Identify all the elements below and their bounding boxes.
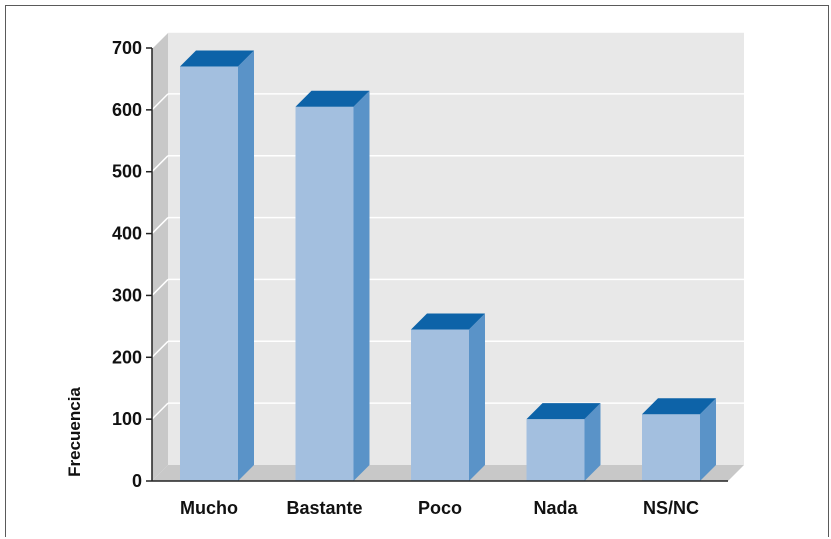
- side-wall: [152, 32, 168, 481]
- y-tick-label: 0: [132, 471, 142, 491]
- gridline-side: [151, 155, 169, 173]
- gridline-side: [151, 340, 169, 358]
- gridline-side: [151, 278, 169, 296]
- y-tick-label: 500: [112, 162, 142, 182]
- gridline-side: [151, 93, 169, 111]
- chart-frame: [5, 5, 829, 537]
- bar-front: [411, 329, 469, 481]
- x-tick-label: Poco: [418, 498, 462, 518]
- bar-top: [526, 403, 601, 420]
- bar-side: [584, 403, 601, 481]
- gridline-side: [151, 31, 169, 49]
- bar-nada: [526, 403, 601, 481]
- y-tick-label: 600: [112, 100, 142, 120]
- y-tick-label: 300: [112, 285, 142, 305]
- bar-side: [238, 50, 254, 482]
- bar-ns-nc: [642, 398, 716, 481]
- bar-side: [469, 313, 485, 481]
- y-axis-label: Frecuencia: [65, 387, 84, 477]
- bar-side: [353, 90, 370, 481]
- bar-front: [180, 66, 238, 482]
- bar-top: [295, 90, 370, 107]
- bar-side: [700, 398, 716, 481]
- bar-top: [180, 50, 254, 67]
- y-tick-label: 700: [112, 38, 142, 58]
- gridline-side: [151, 217, 169, 235]
- bar-front: [295, 106, 354, 481]
- bar-poco: [411, 313, 485, 481]
- x-tick-label: Mucho: [180, 498, 238, 518]
- x-tick-label: NS/NC: [643, 498, 699, 518]
- bar-front: [526, 419, 585, 481]
- gridline-side: [151, 402, 169, 420]
- bar-top: [411, 313, 485, 330]
- bar-front: [642, 414, 700, 481]
- bar-mucho: [180, 50, 254, 482]
- bar-bastante: [295, 90, 370, 481]
- y-tick-label: 200: [112, 347, 142, 367]
- y-tick-label: 400: [112, 224, 142, 244]
- bar-top: [642, 398, 716, 415]
- x-tick-label: Bastante: [286, 498, 362, 518]
- y-tick-label: 100: [112, 409, 142, 429]
- x-tick-label: Nada: [533, 498, 578, 518]
